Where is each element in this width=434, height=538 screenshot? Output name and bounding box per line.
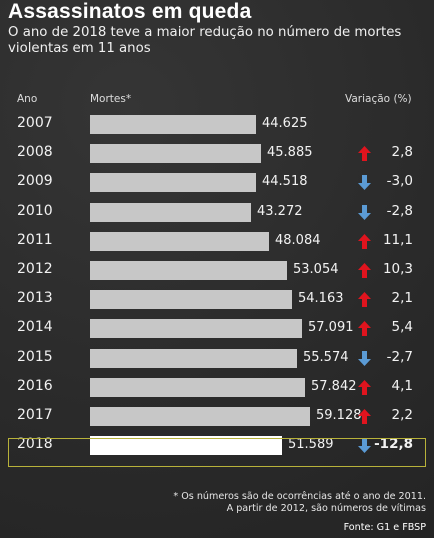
bar (90, 231, 269, 251)
source-credit: Fonte: G1 e FBSP (343, 522, 426, 533)
year-label: 2016 (17, 377, 53, 394)
down-arrow-icon (358, 204, 371, 220)
column-header-variation: Variação (%) (345, 93, 412, 105)
bar (90, 173, 256, 193)
variation-label: -12,8 (374, 436, 413, 453)
down-arrow-icon (358, 175, 371, 191)
year-label: 2015 (17, 348, 53, 365)
down-arrow-icon (358, 438, 371, 454)
variation-label: 10,3 (382, 261, 413, 277)
bar (90, 115, 256, 134)
variation-label: 2,2 (391, 407, 413, 423)
up-arrow-icon (358, 233, 371, 249)
column-header-deaths: Mortes* (90, 93, 132, 105)
bar-row-2013: 2013 54.163 2,1 (0, 285, 434, 314)
value-label: 51.589 (288, 437, 334, 453)
bar (90, 319, 302, 339)
year-label: 2007 (17, 115, 53, 131)
variation-label: -3,0 (386, 173, 413, 190)
bar (90, 202, 251, 222)
up-arrow-icon (358, 292, 371, 308)
year-label: 2011 (17, 231, 53, 248)
value-label: 54.163 (298, 291, 344, 307)
value-label: 53.054 (293, 262, 339, 277)
year-label: 2013 (17, 290, 53, 307)
year-label: 2012 (17, 261, 53, 277)
variation-label: 2,8 (391, 144, 413, 161)
bar-row-2009: 2009 44.518 -3,0 (0, 168, 434, 197)
bar-row-2017: 2017 59.128 2,2 (0, 402, 434, 431)
column-header-year: Ano (17, 93, 38, 105)
bar (90, 377, 305, 397)
bar-row-2010: 2010 43.272 -2,8 (0, 198, 434, 227)
bar (90, 407, 310, 426)
value-label: 57.842 (311, 378, 357, 394)
highlight-box-2018 (8, 438, 426, 467)
value-label: 59.128 (316, 408, 362, 423)
variation-label: -2,8 (386, 202, 413, 219)
bar-row-2007: 2007 44.625 (0, 110, 434, 139)
up-arrow-icon (358, 321, 371, 337)
footnote-line-1: * Os números são de ocorrências até o an… (173, 491, 426, 502)
variation-label: 2,1 (391, 290, 413, 307)
year-label: 2018 (17, 436, 53, 453)
down-arrow-icon (358, 350, 371, 366)
year-label: 2017 (17, 407, 53, 423)
chart-title: Assassinatos em queda (8, 0, 252, 23)
value-label: 45.885 (267, 145, 313, 161)
up-arrow-icon (358, 379, 371, 395)
bar-row-2015: 2015 55.574 -2,7 (0, 344, 434, 373)
bar-row-2012: 2012 53.054 10,3 (0, 256, 434, 285)
value-label: 43.272 (257, 203, 303, 219)
footnote-line-2: A partir de 2012, são números de vítimas (226, 503, 426, 514)
value-label: 55.574 (303, 349, 349, 365)
up-arrow-icon (358, 409, 371, 424)
value-label: 48.084 (275, 232, 321, 248)
bar-row-2011: 2011 48.084 11,1 (0, 227, 434, 256)
variation-label: -2,7 (386, 348, 413, 365)
year-label: 2010 (17, 202, 53, 219)
bar-row-2014: 2014 57.091 5,4 (0, 314, 434, 343)
value-label: 44.518 (262, 174, 308, 190)
bar (90, 348, 297, 368)
variation-label: 11,1 (382, 231, 413, 248)
bar-row-2018: 2018 51.589 -12,8 (0, 431, 434, 460)
year-label: 2014 (17, 319, 53, 336)
year-label: 2009 (17, 173, 53, 190)
variation-label: 5,4 (391, 319, 413, 336)
value-label: 57.091 (308, 320, 354, 336)
bar-row-2008: 2008 45.885 2,8 (0, 139, 434, 168)
bar (90, 436, 282, 456)
year-label: 2008 (17, 144, 53, 161)
bar (90, 144, 261, 164)
bar (90, 261, 287, 280)
footnote: * Os números são de ocorrências até o an… (6, 491, 426, 515)
variation-label: 4,1 (391, 377, 413, 394)
bar-row-2016: 2016 57.842 4,1 (0, 373, 434, 402)
up-arrow-icon (358, 146, 371, 162)
up-arrow-icon (358, 263, 371, 278)
value-label: 44.625 (262, 116, 308, 131)
chart-subtitle: O ano de 2018 teve a maior redução no nú… (8, 25, 402, 56)
bar (90, 290, 292, 310)
